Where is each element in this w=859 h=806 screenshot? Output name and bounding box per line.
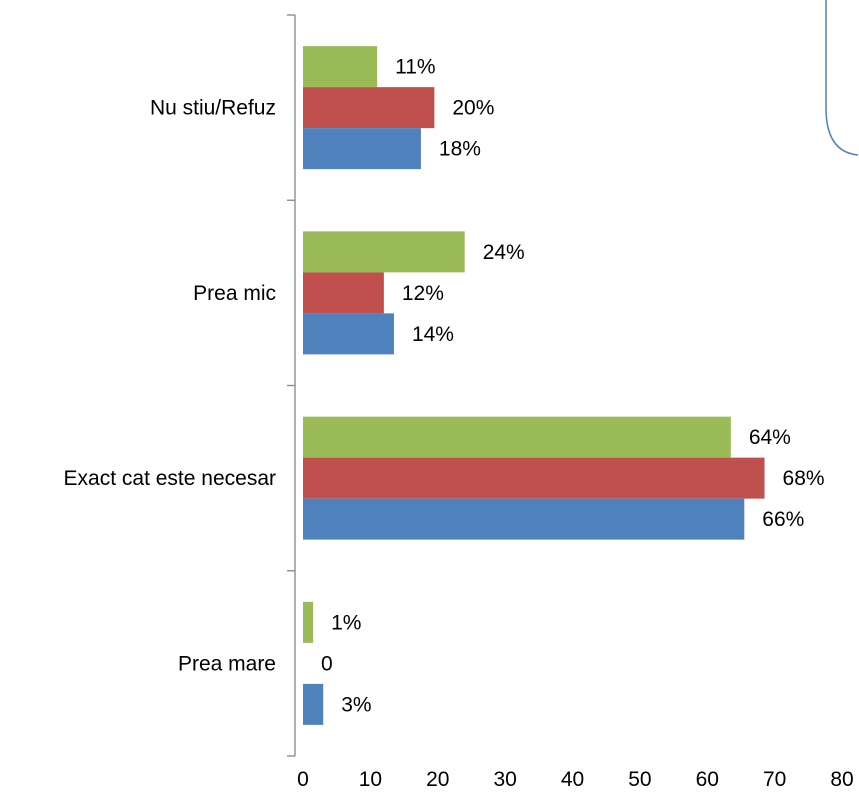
bar-prea-mic-series-1 <box>303 231 465 273</box>
x-tick-label-0: 0 <box>297 768 309 791</box>
data-label-prea-mare-series-2: 0 <box>321 652 333 675</box>
data-label-nu-stiu-refuz-series-2: 20% <box>452 97 494 120</box>
bar-prea-mare-series-3 <box>303 683 324 725</box>
x-tick-label-50: 50 <box>628 768 651 791</box>
x-tick-label-40: 40 <box>561 768 584 791</box>
bar-prea-mic-series-3 <box>303 313 394 355</box>
data-label-exact-cat-este-necesar-series-2: 68% <box>783 467 825 490</box>
x-tick-label-30: 30 <box>493 768 516 791</box>
bar-exact-cat-este-necesar-series-1 <box>303 416 731 458</box>
data-label-prea-mare-series-3: 3% <box>341 693 371 716</box>
data-label-prea-mic-series-2: 12% <box>402 282 444 305</box>
data-label-prea-mic-series-1: 24% <box>483 241 525 264</box>
bar-nu-stiu-refuz-series-1 <box>303 46 378 88</box>
bar-nu-stiu-refuz-series-2 <box>303 87 435 129</box>
category-label-prea-mare: Prea mare <box>178 652 276 675</box>
bar-exact-cat-este-necesar-series-2 <box>303 457 765 499</box>
data-label-nu-stiu-refuz-series-3: 18% <box>439 138 481 161</box>
data-label-nu-stiu-refuz-series-1: 11% <box>395 56 435 79</box>
x-tick-label-80: 80 <box>830 768 853 791</box>
x-tick-label-70: 70 <box>763 768 786 791</box>
legend-box-fragment <box>825 0 859 156</box>
data-label-exact-cat-este-necesar-series-3: 66% <box>762 508 804 531</box>
category-label-exact-cat-este-necesar: Exact cat este necesar <box>64 467 276 490</box>
category-label-prea-mic: Prea mic <box>193 282 276 305</box>
bar-prea-mic-series-2 <box>303 272 384 314</box>
bar-exact-cat-este-necesar-series-3 <box>303 498 745 540</box>
x-tick-label-20: 20 <box>426 768 449 791</box>
x-tick-label-10: 10 <box>359 768 382 791</box>
bar-nu-stiu-refuz-series-3 <box>303 128 421 170</box>
bar-prea-mare-series-1 <box>303 601 314 643</box>
data-label-prea-mare-series-1: 1% <box>331 611 361 634</box>
x-tick-label-60: 60 <box>696 768 719 791</box>
category-label-nu-stiu-refuz: Nu stiu/Refuz <box>150 97 276 120</box>
data-label-exact-cat-este-necesar-series-1: 64% <box>749 426 791 449</box>
data-label-prea-mic-series-3: 14% <box>412 323 454 346</box>
